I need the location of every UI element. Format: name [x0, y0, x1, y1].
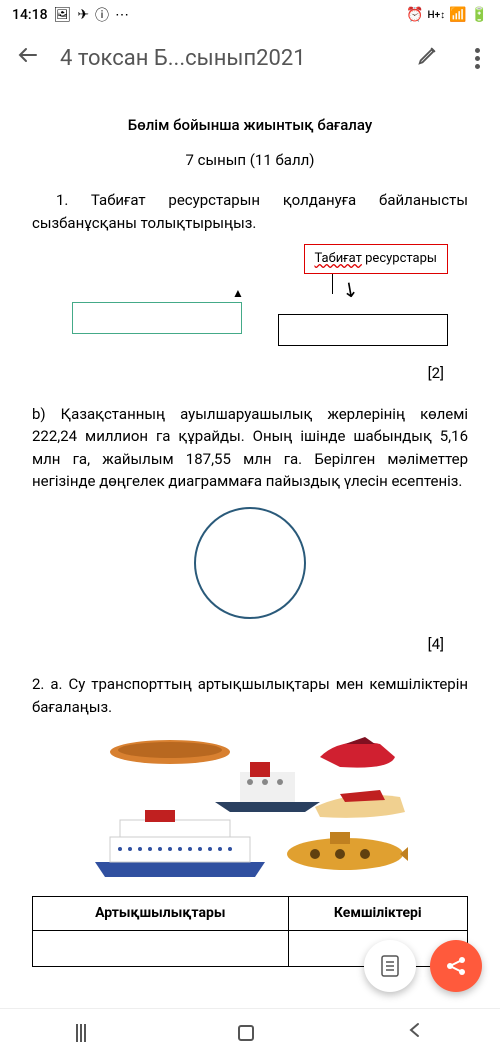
- table-col-cons: Кемшіліктері: [288, 897, 467, 931]
- status-time: 14:18: [12, 7, 48, 23]
- connector-line: [332, 274, 333, 294]
- question-1: 1. Табиғат ресурстарын қолдануға байланы…: [32, 189, 468, 234]
- score-q1: [2]: [32, 362, 444, 385]
- nav-back-button[interactable]: [406, 1020, 424, 1045]
- nav-recent-button[interactable]: [76, 1024, 86, 1042]
- table-col-pros: Артықшылықтары: [33, 897, 289, 931]
- vehicles-collage: [90, 732, 410, 882]
- cell-pros: [33, 931, 289, 967]
- page-title: 4 токсан Б...сынып2021: [60, 46, 393, 71]
- status-left: 14:18 🖼 ✈ ⓘ ⋯: [12, 5, 129, 25]
- score-q1b: [4]: [32, 633, 444, 656]
- status-bar: 14:18 🖼 ✈ ⓘ ⋯ ⏰ H+↕ 📶 🔋: [0, 0, 500, 30]
- nav-home-button[interactable]: [238, 1025, 254, 1041]
- empty-box-left: [72, 302, 242, 334]
- triangle-marker: ▲: [232, 284, 244, 302]
- gallery-icon: 🖼: [54, 7, 72, 23]
- label-word-1: Табиғат: [315, 251, 362, 266]
- signal-icon: 📶: [449, 7, 466, 23]
- data-icon: H+↕: [427, 10, 445, 21]
- fab-container: [364, 940, 482, 992]
- edit-button[interactable]: [405, 44, 451, 72]
- back-button[interactable]: [8, 43, 48, 74]
- pie-chart-circle: [190, 503, 310, 623]
- app-header: 4 токсан Б...сынып2021: [0, 30, 500, 86]
- info-icon: ⓘ: [95, 5, 109, 25]
- question-2: 2. а. Су транспорттың артықшылықтары мен…: [32, 673, 468, 718]
- question-1b: b) Қазақстанның ауылшаруашылық жерлеріні…: [32, 403, 468, 493]
- telegram-icon: ✈: [77, 7, 89, 23]
- diagram-label-box: Табиғат ресурстары: [304, 244, 448, 274]
- battery-icon: 🔋: [471, 7, 488, 23]
- empty-box-right: [278, 314, 448, 346]
- label-word-2: ресурстары: [362, 251, 437, 266]
- navigation-bar: [0, 1008, 500, 1056]
- more-notif-icon: ⋯: [115, 7, 129, 23]
- more-menu-button[interactable]: [463, 48, 492, 69]
- share-fab[interactable]: [430, 940, 482, 992]
- status-right: ⏰ H+↕ 📶 🔋: [406, 7, 488, 23]
- collage-svg: [90, 732, 410, 882]
- doc-heading: Бөлім бойынша жиынтық бағалау: [32, 114, 468, 137]
- alarm-icon: ⏰: [406, 7, 423, 23]
- arrow-connector: ↘: [335, 272, 366, 306]
- doc-subheading: 7 сынып (11 балл): [32, 149, 468, 172]
- document-content: Бөлім бойынша жиынтық бағалау 7 сынып (1…: [0, 86, 500, 983]
- document-fab[interactable]: [364, 940, 416, 992]
- diagram-q1: Табиғат ресурстары ▲ ↘: [32, 244, 468, 354]
